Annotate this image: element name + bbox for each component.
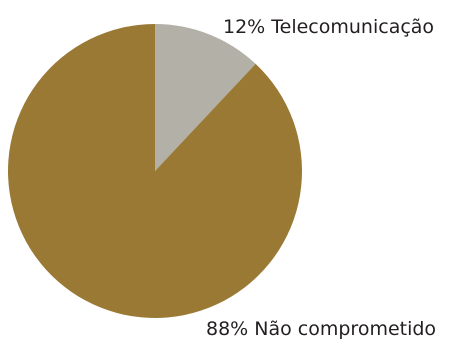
slice-label-telecomunicacao: 12% Telecomunicação <box>223 16 435 38</box>
pie-slice-telecomunicacao <box>155 24 256 171</box>
pie-slice-nao-comprometido <box>8 24 303 318</box>
slice-label-nao-comprometido: 88% Não comprometido <box>206 318 437 340</box>
